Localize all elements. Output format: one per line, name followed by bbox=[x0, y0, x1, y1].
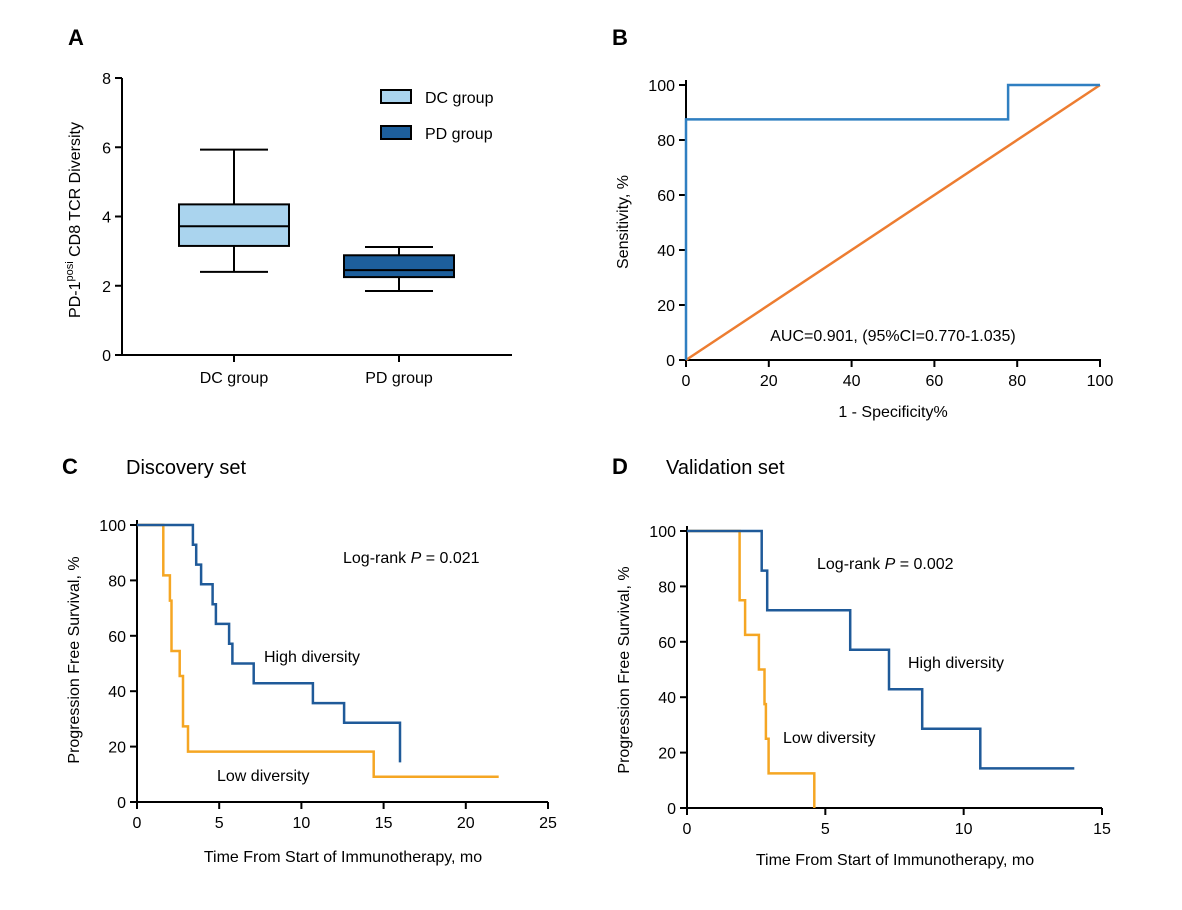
panel-a-ytick-label-4: 4 bbox=[102, 210, 111, 227]
panel-d-x-ticks: 0 5 10 15 bbox=[683, 808, 1111, 838]
panel-c-xtick-label-20: 20 bbox=[457, 815, 475, 832]
panel-c-xtick-label-15: 15 bbox=[375, 815, 393, 832]
panel-b-ytick-label-100: 100 bbox=[648, 78, 675, 95]
panel-c-ytick-label-40: 40 bbox=[108, 684, 126, 701]
panel-c-series bbox=[137, 523, 499, 779]
panel-b-ytick-label-0: 0 bbox=[666, 353, 675, 370]
panel-c-ytick-label-60: 60 bbox=[108, 629, 126, 646]
panel-c-y-ticks: 0 20 40 60 80 100 bbox=[99, 518, 137, 812]
panel-d-y-ticks: 0 20 40 60 80 100 bbox=[649, 524, 687, 818]
panel-d-low-label: Low diversity bbox=[783, 730, 875, 747]
panel-a-legend: DC group PD group bbox=[380, 89, 494, 143]
panel-d-ytick-label-60: 60 bbox=[658, 635, 676, 652]
panel-c-ytick-label-100: 100 bbox=[99, 518, 126, 535]
panel-a-ytick-label-0: 0 bbox=[102, 348, 111, 365]
panel-d-low-diversity-curve bbox=[687, 529, 816, 808]
panel-a-boxes bbox=[178, 148, 455, 292]
panel-a-dc-box bbox=[178, 203, 290, 247]
panel-d-ytick-label-0: 0 bbox=[667, 801, 676, 818]
panel-d-letter: D bbox=[612, 454, 628, 479]
panel-b-xtick-label-100: 100 bbox=[1087, 373, 1114, 390]
panel-a-pd-box bbox=[343, 254, 455, 279]
panel-b-series bbox=[684, 83, 1101, 362]
panel-c-ytick-label-20: 20 bbox=[108, 740, 126, 757]
panel-b-ytick-label-60: 60 bbox=[657, 188, 675, 205]
panel-c-x-label: Time From Start of Immunotherapy, mo bbox=[204, 849, 482, 866]
panel-c-letter: C bbox=[62, 454, 78, 479]
panel-c-xtick-label-0: 0 bbox=[133, 815, 142, 832]
panel-c-x-ticks: 0 5 10 15 20 25 bbox=[133, 802, 557, 832]
panel-c-high-diversity-curve bbox=[137, 523, 402, 763]
panel-d: D Validation set 0 20 40 60 80 100 0 5 10 15 Pro… bbox=[612, 454, 1111, 869]
panel-b-xtick-label-60: 60 bbox=[926, 373, 944, 390]
panel-d-xtick-label-5: 5 bbox=[821, 821, 830, 838]
panel-d-xtick-label-0: 0 bbox=[683, 821, 692, 838]
panel-b-reference-line bbox=[685, 83, 1101, 362]
panel-b-ytick-label-40: 40 bbox=[657, 243, 675, 260]
panel-b-auc-annotation: AUC=0.901, (95%CI=0.770-1.035) bbox=[770, 328, 1015, 345]
panel-a-legend-dc-swatch bbox=[380, 89, 412, 104]
panel-b-x-ticks: 0 20 40 60 80 100 bbox=[682, 360, 1114, 390]
panel-c-ytick-label-0: 0 bbox=[117, 795, 126, 812]
panel-c-title: Discovery set bbox=[126, 457, 246, 479]
panel-b-letter: B bbox=[612, 25, 628, 50]
panel-c-low-diversity-curve bbox=[137, 523, 499, 779]
panel-b-roc-line bbox=[684, 83, 1100, 360]
panel-d-high-diversity-curve bbox=[687, 529, 1075, 770]
panel-d-x-label: Time From Start of Immunotherapy, mo bbox=[756, 852, 1034, 869]
panel-a-dc-xtick-label: DC group bbox=[200, 370, 269, 387]
panel-d-ytick-label-20: 20 bbox=[658, 746, 676, 763]
panel-b-xtick-label-80: 80 bbox=[1008, 373, 1026, 390]
panel-b: B 0 20 40 60 80 100 0 20 40 60 80 100 Sensitivity,… bbox=[612, 25, 1113, 421]
panel-a-ytick-label-6: 6 bbox=[102, 140, 111, 157]
panel-c-xtick-label-25: 25 bbox=[539, 815, 557, 832]
panel-b-xtick-label-0: 0 bbox=[682, 373, 691, 390]
panel-a-y-label: PD-1posi CD8 TCR Diversity bbox=[64, 122, 84, 318]
panel-d-ytick-label-80: 80 bbox=[658, 579, 676, 596]
panel-c-logrank: Log-rank P = 0.021 bbox=[343, 550, 480, 567]
panel-b-y-label: Sensitivity, % bbox=[615, 175, 632, 269]
panel-c-y-label: Progression Free Survival, % bbox=[66, 556, 83, 763]
panel-a-ytick-label-2: 2 bbox=[102, 279, 111, 296]
panel-a-legend-pd-swatch bbox=[380, 125, 412, 140]
panel-b-y-ticks: 0 20 40 60 80 100 bbox=[648, 78, 686, 370]
panel-c-xtick-label-10: 10 bbox=[293, 815, 311, 832]
panel-a-pd-xtick-label: PD group bbox=[365, 370, 433, 387]
panel-c-low-label: Low diversity bbox=[217, 768, 309, 785]
panel-d-series bbox=[687, 529, 1075, 808]
panel-d-xtick-label-10: 10 bbox=[955, 821, 973, 838]
panel-a-x-ticks: DC group PD group bbox=[200, 355, 433, 387]
panel-d-xtick-label-15: 15 bbox=[1093, 821, 1111, 838]
panel-c-xtick-label-5: 5 bbox=[215, 815, 224, 832]
panel-a-ytick-label-8: 8 bbox=[102, 71, 111, 88]
panel-b-ytick-label-80: 80 bbox=[657, 133, 675, 150]
panel-b-x-label: 1 - Specificity% bbox=[838, 404, 947, 421]
panel-b-xtick-label-40: 40 bbox=[843, 373, 861, 390]
panel-d-logrank: Log-rank P = 0.002 bbox=[817, 556, 954, 573]
panel-d-ytick-label-40: 40 bbox=[658, 690, 676, 707]
panel-d-title: Validation set bbox=[666, 457, 785, 479]
panel-c-ytick-label-80: 80 bbox=[108, 573, 126, 590]
panel-a-legend-pd-label: PD group bbox=[425, 126, 493, 143]
panel-a: A 0 2 4 6 8 PD-1posi CD8 TCR Diversity DC gr… bbox=[64, 25, 512, 387]
panel-a-legend-dc-label: DC group bbox=[425, 90, 494, 107]
panel-a-y-ticks: 0 2 4 6 8 bbox=[102, 71, 122, 365]
panel-b-ytick-label-20: 20 bbox=[657, 298, 675, 315]
panel-a-letter: A bbox=[68, 25, 84, 50]
panel-b-xtick-label-20: 20 bbox=[760, 373, 778, 390]
panel-d-high-label: High diversity bbox=[908, 655, 1004, 672]
panel-d-y-label: Progression Free Survival, % bbox=[616, 566, 633, 773]
panel-c-high-label: High diversity bbox=[264, 649, 360, 666]
panel-d-ytick-label-100: 100 bbox=[649, 524, 676, 541]
